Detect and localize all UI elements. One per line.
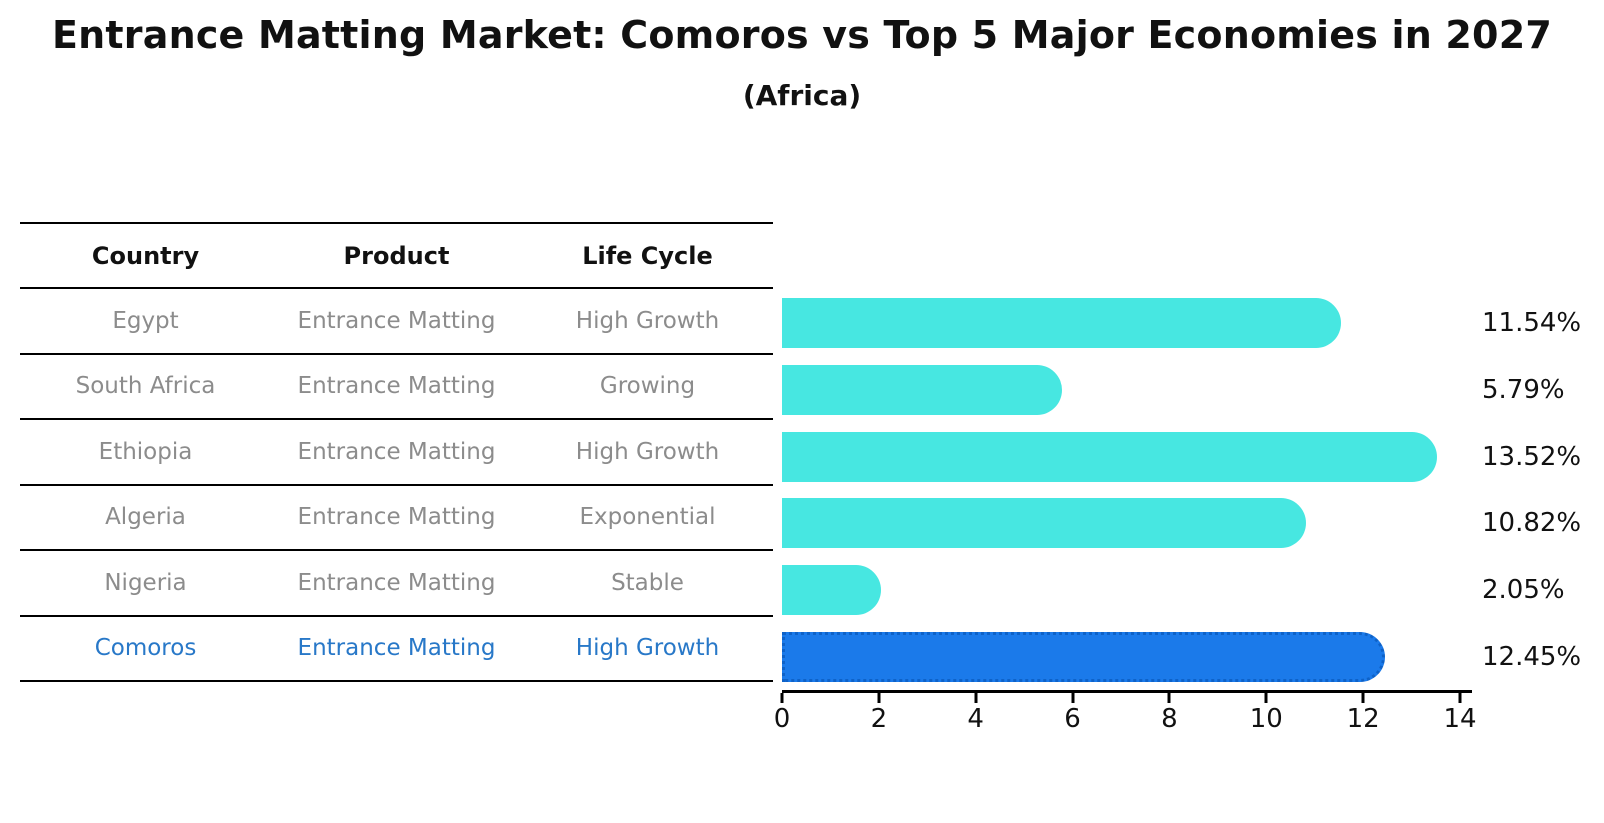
x-tick [1167, 693, 1171, 703]
bar-algeria [782, 498, 1306, 549]
x-tick-label: 8 [1161, 704, 1178, 734]
x-tick-label: 0 [773, 704, 791, 734]
value-label-nigeria: 2.05% [1482, 574, 1565, 605]
cell-product: Entrance Matting [297, 307, 496, 334]
cell-life-cycle: High Growth [575, 635, 720, 662]
cell-product: Entrance Matting [297, 569, 496, 596]
bar-chart [782, 290, 1460, 690]
x-axis-line [782, 690, 1472, 693]
cell-life-cycle: Stable [611, 569, 684, 596]
value-label-south-africa: 5.79% [1482, 374, 1565, 405]
x-tick [1458, 693, 1462, 703]
cell-life-cycle: Exponential [579, 504, 716, 531]
cell-life-cycle: High Growth [575, 438, 720, 465]
table-header-row: Country Product Life Cycle [20, 222, 773, 289]
chart-title: Entrance Matting Market: Comoros vs Top … [52, 13, 1552, 57]
cell-country: Algeria [105, 504, 186, 531]
header-cell-product: Product [343, 241, 450, 270]
cell-product: Entrance Matting [297, 438, 496, 465]
x-tick-label: 6 [1064, 704, 1081, 734]
x-tick-label: 12 [1346, 704, 1380, 734]
cell-country: Nigeria [104, 569, 187, 596]
x-tick-label: 14 [1443, 704, 1477, 734]
cell-country: Egypt [112, 307, 179, 334]
chart-subtitle: (Africa) [742, 79, 862, 112]
bar-row-nigeria [782, 557, 1460, 624]
bar-row-ethiopia [782, 423, 1460, 490]
table-row-ethiopia: Ethiopia Entrance Matting High Growth [20, 420, 773, 486]
x-tick-label: 2 [870, 704, 888, 734]
country-table: Country Product Life Cycle Egypt Entrance… [20, 222, 773, 682]
x-tick-label: 4 [967, 704, 984, 734]
cell-product: Entrance Matting [297, 635, 496, 662]
table-row-south-africa: South Africa Entrance Matting Growing [20, 355, 773, 420]
bar-value-labels: 11.54% 5.79% 13.52% 10.82% 2.05% 12.45% [1482, 290, 1604, 690]
bar-ethiopia [782, 431, 1437, 482]
cell-product: Entrance Matting [297, 504, 496, 531]
cell-life-cycle: High Growth [575, 307, 720, 334]
x-tick [780, 693, 784, 703]
value-label-egypt: 11.54% [1482, 308, 1582, 339]
value-label-comoros: 12.45% [1482, 641, 1582, 672]
bar-row-comoros [782, 623, 1460, 690]
x-axis-ticks: 0 2 4 6 8 10 12 14 [774, 690, 1477, 740]
x-tick-label: 10 [1249, 704, 1283, 734]
x-tick [1361, 693, 1365, 703]
value-label-ethiopia: 13.52% [1482, 441, 1582, 472]
table-row-egypt: Egypt Entrance Matting High Growth [20, 289, 773, 355]
bar-egypt [782, 298, 1341, 349]
header-cell-life-cycle: Life Cycle [582, 241, 713, 270]
x-tick [877, 693, 881, 703]
cell-life-cycle: Growing [599, 373, 696, 400]
bar-south-africa [782, 364, 1063, 415]
bar-nigeria [782, 564, 882, 615]
bar-row-south-africa [782, 357, 1460, 424]
cell-product: Entrance Matting [297, 373, 496, 400]
bar-row-egypt [782, 290, 1460, 357]
table-row-nigeria: Nigeria Entrance Matting Stable [20, 551, 773, 617]
table-row-comoros: Comoros Entrance Matting High Growth [20, 617, 773, 682]
x-tick [974, 693, 978, 703]
table-row-algeria: Algeria Entrance Matting Exponential [20, 486, 773, 551]
x-tick [1071, 693, 1075, 703]
header-cell-country: Country [91, 241, 200, 270]
table-body: Egypt Entrance Matting High Growth South Af… [20, 289, 773, 682]
bar-comoros [782, 631, 1385, 682]
value-label-algeria: 10.82% [1482, 508, 1582, 539]
bar-row-algeria [782, 490, 1460, 557]
cell-country: Ethiopia [98, 438, 193, 465]
cell-country: South Africa [75, 373, 216, 400]
cell-country: Comoros [94, 635, 197, 662]
x-tick [1264, 693, 1268, 703]
